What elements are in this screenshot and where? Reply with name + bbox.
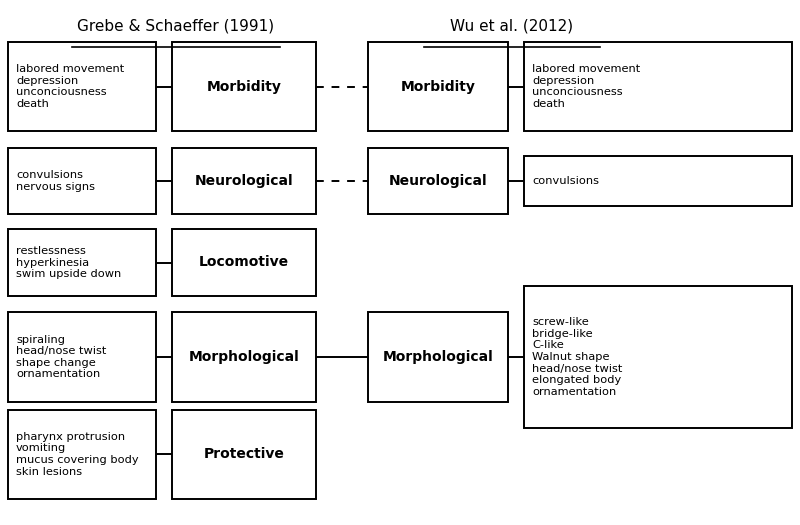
Bar xyxy=(8,148,156,214)
Bar xyxy=(8,229,156,296)
Text: convulsions
nervous signs: convulsions nervous signs xyxy=(16,170,95,192)
Bar xyxy=(524,42,792,131)
Bar xyxy=(8,42,156,131)
Text: screw-like
bridge-like
C-like
Walnut shape
head/nose twist
elongated body
orname: screw-like bridge-like C-like Walnut sha… xyxy=(532,317,622,397)
Text: pharynx protrusion
vomiting
mucus covering body
skin lesions: pharynx protrusion vomiting mucus coveri… xyxy=(16,432,138,477)
Text: Neurological: Neurological xyxy=(389,174,487,188)
Bar xyxy=(172,229,316,296)
Text: Morbidity: Morbidity xyxy=(206,80,282,93)
Bar xyxy=(8,410,156,499)
Text: labored movement
depression
unconciousness
death: labored movement depression unconciousne… xyxy=(532,64,640,109)
Text: restlessness
hyperkinesia
swim upside down: restlessness hyperkinesia swim upside do… xyxy=(16,246,122,279)
Bar xyxy=(172,148,316,214)
Bar xyxy=(172,42,316,131)
Bar xyxy=(524,286,792,428)
Text: Grebe & Schaeffer (1991): Grebe & Schaeffer (1991) xyxy=(78,18,274,34)
Text: convulsions: convulsions xyxy=(532,176,599,186)
Bar xyxy=(8,312,156,402)
Bar xyxy=(368,312,508,402)
Text: Locomotive: Locomotive xyxy=(199,256,289,269)
Bar xyxy=(172,410,316,499)
Text: Protective: Protective xyxy=(203,447,285,461)
Text: Morphological: Morphological xyxy=(382,350,494,364)
Bar xyxy=(524,156,792,206)
Bar xyxy=(368,148,508,214)
Text: Morbidity: Morbidity xyxy=(401,80,475,93)
Text: Wu et al. (2012): Wu et al. (2012) xyxy=(450,18,574,34)
Text: Morphological: Morphological xyxy=(189,350,299,364)
Bar xyxy=(172,312,316,402)
Text: labored movement
depression
unconciousness
death: labored movement depression unconciousne… xyxy=(16,64,124,109)
Text: spiraling
head/nose twist
shape change
ornamentation: spiraling head/nose twist shape change o… xyxy=(16,334,106,380)
Text: Neurological: Neurological xyxy=(194,174,294,188)
Bar xyxy=(368,42,508,131)
